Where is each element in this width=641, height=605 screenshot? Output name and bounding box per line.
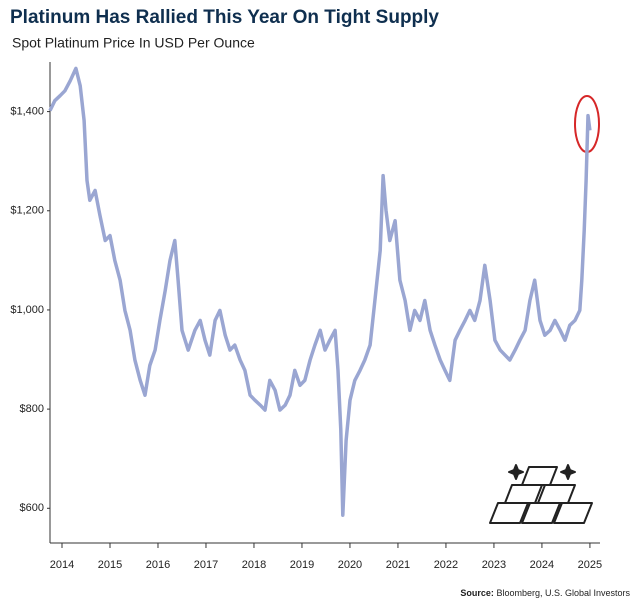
x-tick-label: 2017 [194, 559, 218, 571]
y-tick-label: $600 [20, 502, 44, 514]
y-tick-label: $1,200 [10, 205, 44, 217]
price-line [48, 66, 592, 517]
x-tick-label: 2022 [434, 559, 458, 571]
x-tick-label: 2020 [338, 559, 362, 571]
chart-subtitle: Spot Platinum Price In USD Per Ounce [12, 35, 255, 51]
y-tick-label: $1,400 [10, 105, 44, 117]
x-tick-label: 2014 [50, 559, 74, 571]
y-tick-label: $1,000 [10, 304, 44, 316]
y-tick-label: $800 [20, 403, 44, 415]
x-tick-label: 2021 [386, 559, 410, 571]
source-label: Source: [460, 588, 494, 598]
x-tick-label: 2015 [98, 559, 122, 571]
source-note: Source: Bloomberg, U.S. Global Investors [460, 588, 630, 598]
x-tick-label: 2019 [290, 559, 314, 571]
source-text: Bloomberg, U.S. Global Investors [496, 588, 630, 598]
x-tick-label: 2024 [530, 559, 554, 571]
gold-bars-icon [489, 464, 593, 524]
chart-title: Platinum Has Rallied This Year On Tight … [10, 7, 439, 28]
x-tick-label: 2018 [242, 559, 266, 571]
x-tick-label: 2023 [482, 559, 506, 571]
x-tick-label: 2016 [146, 559, 170, 571]
x-tick-label: 2025 [578, 559, 602, 571]
